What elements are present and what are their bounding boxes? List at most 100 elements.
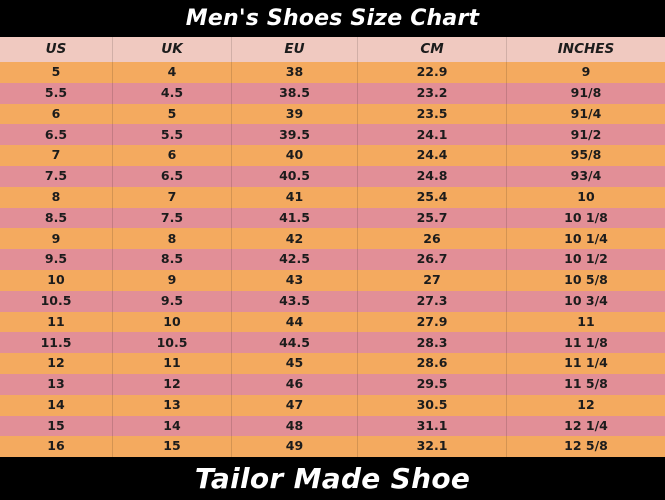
cell: 44.5 [232, 332, 358, 354]
cell: 12 1/4 [564, 417, 608, 433]
cell: 26 [358, 228, 507, 250]
cell: 40 [232, 145, 358, 166]
table-row: 10.5 9.5 43.5 27.3 10 3/4 [0, 290, 665, 312]
cell: 9 [113, 269, 232, 291]
cell: 23.2 [358, 82, 507, 104]
cell: 43.5 [232, 290, 358, 312]
cell: 22.9 [358, 62, 507, 83]
cell: 45 [232, 353, 358, 374]
cell: 15 [0, 415, 113, 437]
cell: 7 [113, 186, 232, 208]
cell: 48 [232, 415, 358, 437]
cell: 95/8 [570, 147, 602, 163]
cell: 7 [0, 145, 113, 166]
cell: 26.7 [358, 249, 507, 270]
cell: 28.6 [358, 353, 507, 374]
table-row: 9 8 42 26 10 1/4 [0, 228, 665, 250]
table-row: 5.5 4.5 38.5 23.2 91/8 [0, 82, 665, 104]
cell: 24.4 [358, 145, 507, 166]
table-row: 14 13 47 30.5 12 [0, 394, 665, 416]
cell: 10 5/8 [564, 272, 608, 288]
cell: 7.5 [0, 165, 113, 187]
cell: 6.5 [113, 165, 232, 187]
cell: 41 [232, 186, 358, 208]
cell: 6 [113, 145, 232, 166]
table-row: 6 5 39 23.5 91/4 [0, 103, 665, 125]
cell: 9.5 [113, 290, 232, 312]
cell: 10 1/8 [564, 209, 608, 225]
page-title: Men's Shoes Size Chart [185, 6, 480, 31]
table-row: 12 11 45 28.6 11 1/4 [0, 353, 665, 374]
cell: 5 [113, 103, 232, 125]
cell: 5 [0, 62, 113, 83]
cell: 38 [232, 62, 358, 83]
table-row: 6.5 5.5 39.5 24.1 91/2 [0, 124, 665, 146]
cell: 5.5 [113, 124, 232, 146]
cell: 93/4 [570, 168, 602, 184]
cell: 9 [581, 64, 591, 80]
cell: 10.5 [0, 290, 113, 312]
cell: 32.1 [358, 436, 507, 458]
table-row: 9.5 8.5 42.5 26.7 10 1/2 [0, 249, 665, 270]
table-row: 13 12 46 29.5 11 5/8 [0, 373, 665, 395]
cell: 29.5 [358, 373, 507, 395]
table-row: 5 4 38 22.9 9 [0, 62, 665, 83]
cell: 7.5 [113, 207, 232, 229]
cell: 4.5 [113, 82, 232, 104]
table-row: 16 15 49 32.1 12 5/8 [0, 436, 665, 458]
cell: 30.5 [358, 394, 507, 416]
cell: 91/2 [570, 126, 602, 142]
table-row: 7 6 40 24.4 95/8 [0, 145, 665, 166]
size-table: US UK EU CM INCHES 5 4 38 22.9 9 5.5 4.5 38.5 23.2 91… [0, 37, 665, 458]
column-header-eu: EU [232, 37, 358, 62]
cell: 27.3 [358, 290, 507, 312]
cell: 10.5 [113, 332, 232, 354]
cell: 8 [0, 186, 113, 208]
cell: 6.5 [0, 124, 113, 146]
cell: 8.5 [0, 207, 113, 229]
cell: 9.5 [0, 249, 113, 270]
cell: 41.5 [232, 207, 358, 229]
cell: 9 [0, 228, 113, 250]
cell: 42.5 [232, 249, 358, 270]
cell: 10 3/4 [564, 292, 608, 308]
cell: 15 [113, 436, 232, 458]
cell: 44 [232, 311, 358, 333]
table-row: 8.5 7.5 41.5 25.7 10 1/8 [0, 207, 665, 229]
column-header-inches: INCHES [557, 40, 615, 57]
cell: 11 1/4 [564, 355, 608, 371]
cell: 40.5 [232, 165, 358, 187]
cell: 11 [0, 311, 113, 333]
column-header-us: US [0, 37, 113, 62]
cell: 12 [577, 396, 595, 412]
cell: 10 [113, 311, 232, 333]
cell: 16 [0, 436, 113, 458]
cell: 23.5 [358, 103, 507, 125]
table-row: 10 9 43 27 10 5/8 [0, 269, 665, 291]
cell: 5.5 [0, 82, 113, 104]
cell: 11 5/8 [564, 376, 608, 392]
cell: 38.5 [232, 82, 358, 104]
cell: 10 1/2 [564, 251, 608, 267]
cell: 11.5 [0, 332, 113, 354]
cell: 49 [232, 436, 358, 458]
cell: 25.4 [358, 186, 507, 208]
cell: 12 [0, 353, 113, 374]
table-row: 11 10 44 27.9 11 [0, 311, 665, 333]
cell: 11 [113, 353, 232, 374]
column-header-uk: UK [113, 37, 232, 62]
cell: 31.1 [358, 415, 507, 437]
cell: 8 [113, 228, 232, 250]
cell: 24.8 [358, 165, 507, 187]
cell: 8.5 [113, 249, 232, 270]
cell: 25.7 [358, 207, 507, 229]
cell: 27 [358, 269, 507, 291]
column-header-cm: CM [358, 37, 507, 62]
cell: 24.1 [358, 124, 507, 146]
cell: 39 [232, 103, 358, 125]
cell: 28.3 [358, 332, 507, 354]
cell: 91/8 [570, 84, 602, 100]
table-row: 15 14 48 31.1 12 1/4 [0, 415, 665, 437]
table-header-row: US UK EU CM INCHES [0, 37, 665, 62]
